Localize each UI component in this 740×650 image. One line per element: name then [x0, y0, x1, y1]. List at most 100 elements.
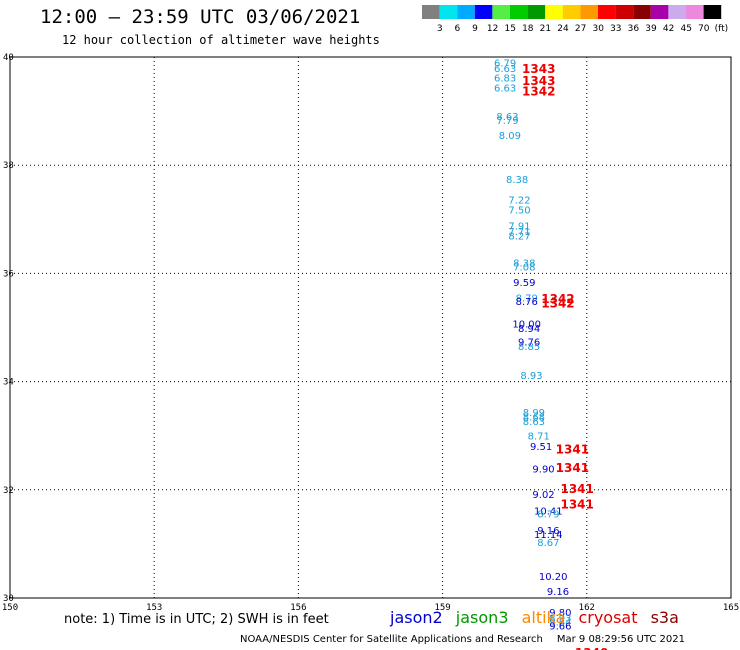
swh-label: 8.85 — [518, 342, 540, 353]
chart-subtitle: 12 hour collection of altimeter wave hei… — [62, 33, 380, 47]
plot-frame — [9, 56, 732, 599]
scale-label: (ft) — [715, 24, 729, 34]
x-tick-label: 165 — [723, 603, 739, 613]
swh-label: 8.93 — [549, 613, 571, 624]
x-tick-label: 162 — [579, 603, 595, 613]
y-tick-label: 32 — [3, 486, 14, 496]
swh-label: 10.20 — [539, 572, 568, 583]
cycle-label: 1341 — [560, 482, 593, 496]
scale-label: 39 — [645, 24, 657, 34]
cycle-label: 1342 — [541, 296, 574, 310]
cycle-label: 1341 — [556, 443, 589, 457]
swh-label: 8.63 — [496, 112, 518, 123]
y-tick-label: 36 — [3, 269, 14, 279]
x-tick-labels: 150 153 156 159 162 165 — [2, 603, 739, 613]
scale-label: 21 — [540, 24, 551, 34]
scale-label: 9 — [472, 24, 478, 34]
swh-label: 6.79 — [494, 59, 516, 70]
swh-label: 9.16 — [547, 587, 569, 598]
scale-label: 42 — [663, 24, 674, 34]
swh-label: 8.63 — [523, 417, 545, 428]
swh-label: 7.08 — [513, 263, 535, 274]
scale-swatch — [650, 5, 669, 19]
swh-label: 9.02 — [532, 490, 554, 501]
scale-swatch — [422, 5, 440, 19]
scale-swatch — [598, 5, 616, 19]
scale-swatch — [439, 5, 458, 19]
cycle-label: 1342 — [541, 292, 574, 306]
swh-label: 9.16 — [537, 526, 559, 537]
legend-altika: altika — [521, 608, 566, 627]
y-tick-label: 34 — [3, 378, 14, 388]
scale-label: 6 — [455, 24, 461, 34]
scale-swatch — [474, 5, 493, 19]
y-tick-label: 40 — [3, 53, 14, 63]
legend-jason3: jason3 — [455, 608, 509, 627]
cycle-label: 1341 — [560, 498, 593, 512]
swh-label: 8.99 — [523, 408, 545, 419]
scale-label: 45 — [680, 24, 691, 34]
swh-label: 8.67 — [537, 538, 559, 549]
swh-label: 11.14 — [534, 530, 563, 541]
x-tick-label: 159 — [434, 603, 450, 613]
swh-label: 10.41 — [534, 507, 563, 518]
swh-label: 8.71 — [528, 431, 550, 442]
swh-label: 8.27 — [508, 231, 530, 242]
scale-swatch — [562, 5, 581, 19]
swh-label: 8.68 — [523, 413, 545, 424]
scale-label: 70 — [698, 24, 710, 34]
note-text: note: 1) Time is in UTC; 2) SWH is in fe… — [64, 612, 329, 627]
swh-label: 9.84 — [549, 618, 571, 629]
swh-label: 8.94 — [518, 324, 540, 335]
scale-swatch — [545, 5, 563, 19]
cycle-label: 1340 — [575, 646, 608, 650]
scale-swatch — [668, 5, 686, 19]
legend-jason2: jason2 — [390, 608, 443, 627]
scale-label: 27 — [575, 24, 586, 34]
swh-label: 9.80 — [549, 608, 571, 619]
legend-s3a: s3a — [650, 608, 679, 627]
swh-label: 8.09 — [499, 131, 521, 142]
swh-label: 7.79 — [496, 116, 518, 127]
data-labels: 6.796.636.836.638.637.798.098.387.227.50… — [494, 59, 608, 650]
swh-label: 6.83 — [494, 73, 516, 84]
scale-label: 36 — [628, 24, 640, 34]
scale-label: 15 — [504, 24, 515, 34]
scale-swatch — [492, 5, 510, 19]
swh-label: 9.76 — [518, 337, 540, 348]
swh-label: 9.90 — [532, 464, 554, 475]
x-tick-label: 153 — [146, 603, 162, 613]
swh-label: 9.51 — [530, 442, 552, 453]
grid-lines — [10, 57, 731, 598]
scale-swatch — [510, 5, 528, 19]
swh-label: 8.76 — [516, 297, 538, 308]
scale-label: 18 — [522, 24, 534, 34]
swh-label: 10.00 — [512, 320, 541, 331]
scale-swatch — [615, 5, 634, 19]
scale-swatch — [580, 5, 598, 19]
swh-label: 6.63 — [494, 64, 516, 75]
swh-label: 8.79 — [537, 509, 559, 520]
chart-title: 12:00 – 23:59 UTC 03/06/2021 — [40, 6, 361, 28]
y-tick-label: 30 — [3, 594, 14, 604]
scale-swatch — [686, 5, 704, 19]
cycle-label: 1341 — [556, 461, 589, 475]
footer-time: Mar 9 08:29:56 UTC 2021 — [556, 634, 685, 645]
swh-label: 8.93 — [520, 371, 542, 382]
x-tick-label: 150 — [2, 603, 18, 613]
x-tick-label: 156 — [290, 603, 306, 613]
cycle-label: 1343 — [522, 74, 555, 88]
scale-label: 24 — [557, 24, 569, 34]
y-tick-labels: 30 32 34 36 38 40 — [3, 53, 14, 604]
color-scale: 3 6 9 12 15 18 21 24 27 30 33 36 39 42 45 70 (ft) — [422, 5, 728, 34]
swh-label: 9.59 — [513, 278, 535, 289]
cycle-label: 1343 — [522, 62, 555, 76]
swh-label: 8.38 — [506, 175, 528, 186]
swh-label: 8.79 — [516, 294, 538, 305]
swh-label: 7.50 — [508, 205, 530, 216]
swh-label: 7.91 — [508, 222, 530, 233]
swh-label: 7.22 — [508, 196, 530, 207]
scale-label: 30 — [592, 24, 604, 34]
scale-swatch — [457, 5, 475, 19]
